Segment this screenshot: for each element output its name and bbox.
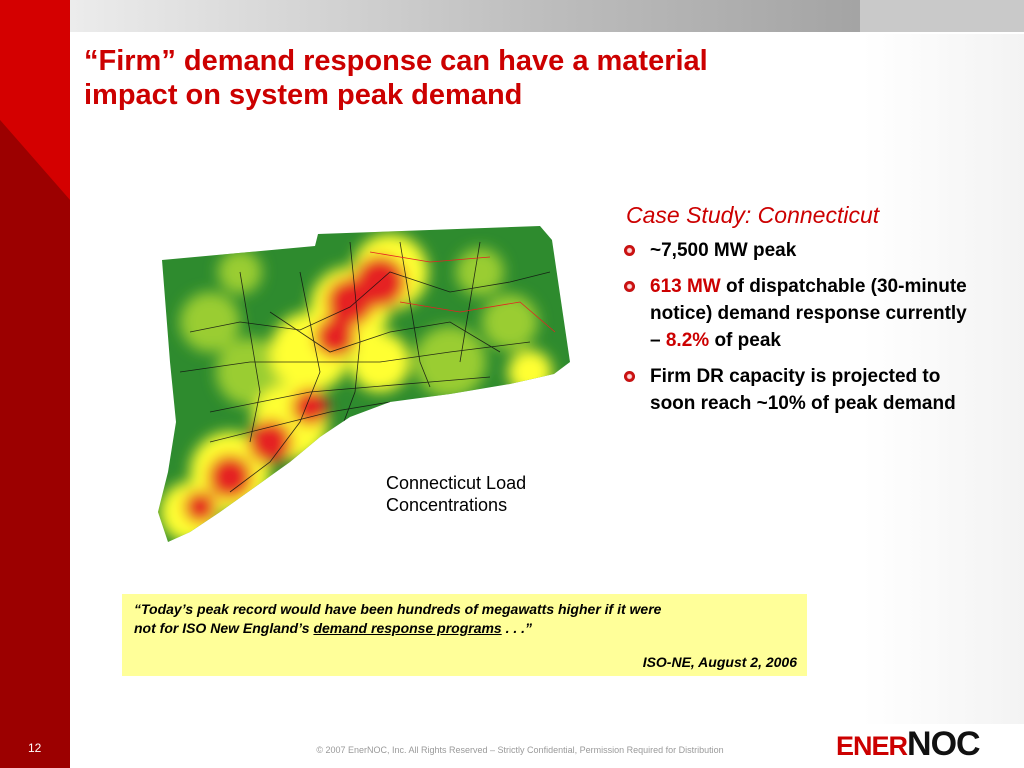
logo-ener: ENER xyxy=(836,731,908,761)
quote-line-1: “Today’s peak record would have been hun… xyxy=(134,601,662,617)
page-number: 12 xyxy=(28,741,42,755)
bullet-icon xyxy=(624,245,635,256)
title-line-1: “Firm” demand response can have a materi… xyxy=(84,45,708,77)
bullet-highlight-mw: 613 MW xyxy=(650,276,721,297)
logo-noc: NOC xyxy=(907,725,981,763)
title-line-2: impact on system peak demand xyxy=(84,79,523,111)
side-band xyxy=(0,0,70,768)
bullet-item-peak: ~7,500 MW peak xyxy=(622,237,972,264)
map-caption-line-1: Connecticut Load xyxy=(386,473,527,493)
connecticut-load-map xyxy=(150,212,580,542)
bullet-highlight-percent: 8.2% xyxy=(665,330,710,351)
bullet-item-projection: Firm DR capacity is projected to soon re… xyxy=(622,363,972,417)
case-study-title: Case Study: Connecticut xyxy=(626,202,880,228)
top-bar xyxy=(70,0,1024,32)
case-study-panel: Case Study: Connecticut ~7,500 MW peak 6… xyxy=(622,202,972,426)
footer-copyright: © 2007 EnerNOC, Inc. All Rights Reserved… xyxy=(316,745,724,755)
right-band xyxy=(862,34,1024,724)
map-caption: Connecticut Load Concentrations xyxy=(386,472,526,516)
bullet-icon xyxy=(624,371,635,382)
quote-line-2-pre: not for ISO New England’s xyxy=(134,620,314,636)
case-study-bullets: ~7,500 MW peak 613 MW of dispatchable (3… xyxy=(622,237,972,417)
quote-attribution: ISO-NE, August 2, 2006 xyxy=(642,654,797,670)
quote-line-2: not for ISO New England’s demand respons… xyxy=(134,619,797,638)
bullet-text-tail: of peak xyxy=(709,330,781,351)
bullet-item-dispatchable: 613 MW of dispatchable (30-minute notice… xyxy=(622,273,972,354)
bullet-text-projection: Firm DR capacity is projected to soon re… xyxy=(650,366,956,414)
quote-box: “Today’s peak record would have been hun… xyxy=(122,594,807,676)
quote-line-2-post: . . .” xyxy=(501,620,533,636)
map-caption-line-2: Concentrations xyxy=(386,495,508,515)
bullet-text-peak: ~7,500 MW peak xyxy=(650,240,797,261)
enernoc-logo: ENERNOC xyxy=(836,724,981,766)
slide-title: “Firm” demand response can have a materi… xyxy=(84,44,864,112)
bullet-icon xyxy=(624,281,635,292)
bullet-text-dispatchable: of dispatchable (30-minute notice) deman… xyxy=(650,276,967,351)
quote-programs-phrase: demand response programs xyxy=(313,620,502,636)
top-rule xyxy=(70,32,1024,34)
